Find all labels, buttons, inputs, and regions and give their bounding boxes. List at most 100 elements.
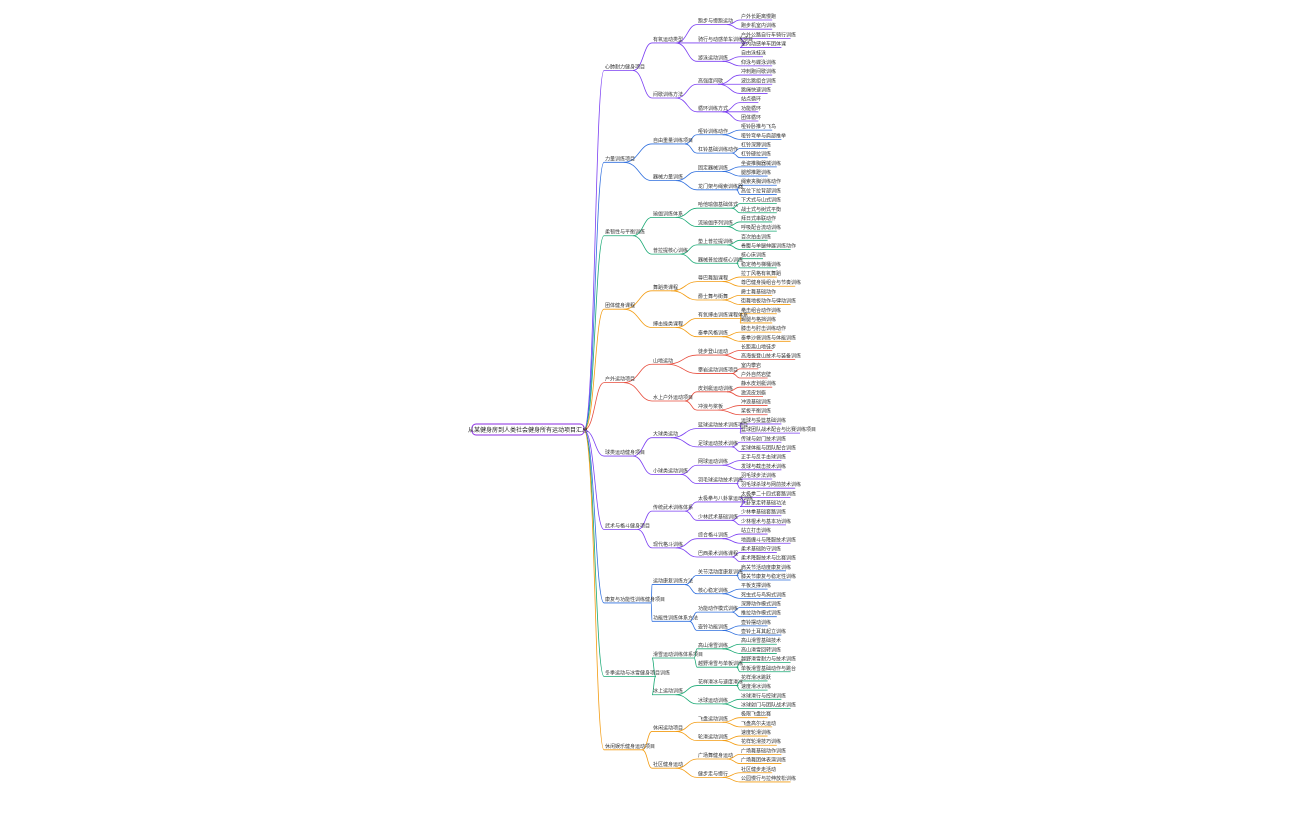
leaf-node-label[interactable]: 拉丁风格有氧舞蹈: [741, 270, 781, 277]
leaf-node-label[interactable]: 团体循环: [741, 114, 761, 121]
leaf-node-label[interactable]: 高位下拉背部训练: [741, 187, 781, 194]
sub-branch-label[interactable]: 自由重量训练项目: [653, 137, 693, 144]
tertiary-node-label[interactable]: 功能动作模式训练: [698, 605, 738, 612]
leaf-node-label[interactable]: 桨板平衡训练: [741, 408, 771, 415]
leaf-node-label[interactable]: 篮球团队战术配合与比赛训练项目: [741, 426, 816, 433]
leaf-node-label[interactable]: 踢腿与格挡训练: [741, 316, 776, 323]
leaf-node-label[interactable]: 极限飞盘比赛: [741, 711, 771, 718]
leaf-node-label[interactable]: 户外自然岩壁: [741, 371, 771, 378]
tertiary-node-label[interactable]: 龙门架与绳索训练器: [698, 183, 743, 190]
main-branch-label[interactable]: 球类运动健身项目: [605, 449, 645, 456]
leaf-node-label[interactable]: 高山滑雪基础技术: [741, 637, 781, 644]
leaf-node-label[interactable]: 拳击组合动作训练: [741, 307, 781, 314]
leaf-node-label[interactable]: 足球体能与团队配合训练: [741, 444, 796, 451]
leaf-node-label[interactable]: 羽毛球步法训练: [741, 472, 776, 479]
tertiary-node-label[interactable]: 网球运动训练: [698, 458, 728, 465]
leaf-node-label[interactable]: 户外长距离慢跑: [741, 13, 776, 20]
tertiary-node-label[interactable]: 健步走与慢行: [698, 770, 728, 777]
sub-branch-label[interactable]: 社区健身运动: [653, 761, 683, 768]
leaf-node-label[interactable]: 羽毛球杀球与网前技术训练: [741, 481, 801, 488]
leaf-node-label[interactable]: 自由泳蛙泳: [741, 50, 766, 57]
tertiary-node-label[interactable]: 关节活动度康复训练: [698, 568, 743, 575]
leaf-node-label[interactable]: 壶铃土耳其起立训练: [741, 628, 786, 635]
tertiary-node-label[interactable]: 游泳运动训练: [698, 54, 728, 61]
tertiary-node-label[interactable]: 循环训练方式: [698, 105, 728, 112]
leaf-node-label[interactable]: 街舞地板动作与律动训练: [741, 298, 796, 305]
leaf-node-label[interactable]: 冰球滑行与控球训练: [741, 692, 786, 699]
leaf-node-label[interactable]: 下犬式与山式训练: [741, 197, 781, 204]
leaf-node-label[interactable]: 肩关节活动度康复训练: [741, 564, 791, 571]
tertiary-node-label[interactable]: 篮球运动技术训练项目: [698, 422, 748, 429]
tertiary-node-label[interactable]: 轮滑运动训练: [698, 734, 728, 741]
leaf-node-label[interactable]: 柔术基础防守训练: [741, 545, 781, 552]
root-node[interactable]: 从某健身房到人类社会健身所有运动项目汇总: [468, 423, 588, 436]
leaf-node-label[interactable]: 长距离山地徒步: [741, 343, 776, 350]
leaf-node-label[interactable]: 太极拳二十四式套路训练: [741, 490, 796, 497]
tertiary-node-label[interactable]: 攀岩运动训练项目: [698, 366, 738, 373]
leaf-node-label[interactable]: 少林拳基础套路训练: [741, 509, 786, 516]
tertiary-node-label[interactable]: 泰拳风格训练: [698, 330, 728, 337]
tertiary-node-label[interactable]: 有氧搏击训练课程体系: [698, 311, 748, 318]
tertiary-node-label[interactable]: 壶铃功能训练: [698, 623, 728, 630]
tertiary-node-label[interactable]: 爵士舞与街舞: [698, 293, 728, 300]
leaf-node-label[interactable]: 八卦掌走转基础功法: [741, 500, 786, 507]
leaf-node-label[interactable]: 死虫式与鸟狗式训练: [741, 591, 786, 598]
sub-branch-label[interactable]: 冰上运动训练: [653, 688, 683, 695]
tertiary-node-label[interactable]: 冰球运动训练: [698, 697, 728, 704]
sub-branch-label[interactable]: 有氧运动类型: [653, 36, 683, 43]
leaf-node-label[interactable]: 柔术降服技术与比赛训练: [741, 555, 796, 562]
leaf-node-label[interactable]: 冲刺跑间歇训练: [741, 68, 776, 75]
tertiary-node-label[interactable]: 花样滑冰与速度滑冰: [698, 679, 743, 686]
leaf-node-label[interactable]: 越野滑雪耐力与技术训练: [741, 656, 796, 663]
leaf-node-label[interactable]: 壶铃摆动训练: [741, 619, 771, 626]
leaf-node-label[interactable]: 膝击与肘击训练动作: [741, 325, 786, 332]
sub-branch-label[interactable]: 现代格斗训练: [653, 541, 683, 548]
leaf-node-label[interactable]: 运球与投篮基础训练: [741, 417, 786, 424]
leaf-node-label[interactable]: 室内攀岩: [741, 362, 761, 369]
leaf-node-label[interactable]: 速度滑冰训练: [741, 683, 771, 690]
tertiary-node-label[interactable]: 固定器械训练: [698, 164, 728, 171]
tertiary-node-label[interactable]: 器械普拉提核心训练: [698, 256, 743, 263]
tertiary-node-label[interactable]: 足球运动技术训练: [698, 440, 738, 447]
tertiary-node-label[interactable]: 巴西柔术训练课程: [698, 550, 738, 557]
sub-branch-label[interactable]: 休闲运动项目: [653, 724, 683, 731]
sub-branch-label[interactable]: 器械力量训练: [653, 174, 683, 181]
leaf-node-label[interactable]: 户外公路自行车骑行训练: [741, 31, 796, 38]
leaf-node-label[interactable]: 爵士舞基础动作: [741, 288, 776, 295]
leaf-node-label[interactable]: 杠铃硬拉训练: [741, 151, 771, 158]
leaf-node-label[interactable]: 速度轮滑训练: [741, 729, 771, 736]
tertiary-node-label[interactable]: 跑步与慢跑运动: [698, 18, 733, 25]
tertiary-node-label[interactable]: 尊巴舞蹈课程: [698, 275, 728, 282]
tertiary-node-label[interactable]: 哈他瑜伽基础体式: [698, 201, 738, 208]
main-branch-label[interactable]: 冬季运动与冰雪健身项目训练: [605, 669, 670, 676]
leaf-node-label[interactable]: 跑步机室内训练: [741, 22, 776, 29]
leaf-node-label[interactable]: 深蹲动作模式训练: [741, 601, 781, 608]
tertiary-node-label[interactable]: 垫上普拉提训练: [698, 238, 733, 245]
leaf-node-label[interactable]: 功能循环: [741, 105, 761, 112]
tertiary-node-label[interactable]: 骑行与动感单车训练项目: [698, 36, 753, 43]
sub-branch-label[interactable]: 搏击操类课程: [653, 321, 683, 328]
leaf-node-label[interactable]: 广场舞团体表演训练: [741, 757, 786, 764]
sub-branch-label[interactable]: 间歇训练方法: [653, 91, 683, 98]
leaf-node-label[interactable]: 激流皮划艇: [741, 389, 766, 396]
sub-branch-label[interactable]: 小球类运动训练: [653, 467, 688, 474]
tertiary-node-label[interactable]: 广场舞健身运动: [698, 752, 733, 759]
tertiary-node-label[interactable]: 少林武术基础训练: [698, 513, 738, 520]
leaf-node-label[interactable]: 拜日式串联动作: [741, 215, 776, 222]
leaf-node-label[interactable]: 百次拍击训练: [741, 233, 771, 240]
tertiary-node-label[interactable]: 飞盘运动训练: [698, 715, 728, 722]
tertiary-node-label[interactable]: 羽毛球运动技术训练: [698, 477, 743, 484]
leaf-node-label[interactable]: 杠铃深蹲训练: [741, 142, 771, 149]
leaf-node-label[interactable]: 仰泳与蝶泳训练: [741, 59, 776, 66]
sub-branch-label[interactable]: 运动康复训练方法: [653, 578, 693, 585]
leaf-node-label[interactable]: 站立打击训练: [741, 527, 771, 534]
leaf-node-label[interactable]: 社区健步走活动: [741, 766, 776, 773]
leaf-node-label[interactable]: 地面缠斗与降服技术训练: [741, 536, 796, 543]
sub-branch-label[interactable]: 舞蹈类课程: [653, 284, 678, 291]
leaf-node-label[interactable]: 哑铃弯举与肩部推举: [741, 132, 786, 139]
leaf-node-label[interactable]: 绳索夹胸训练动作: [741, 178, 781, 185]
leaf-node-label[interactable]: 卷腹与单腿伸展训练动作: [741, 243, 796, 250]
leaf-node-label[interactable]: 室内动感单车团体课: [741, 41, 786, 48]
leaf-node-label[interactable]: 平板支撑训练: [741, 582, 771, 589]
tertiary-node-label[interactable]: 哑铃训练动作: [698, 128, 728, 135]
